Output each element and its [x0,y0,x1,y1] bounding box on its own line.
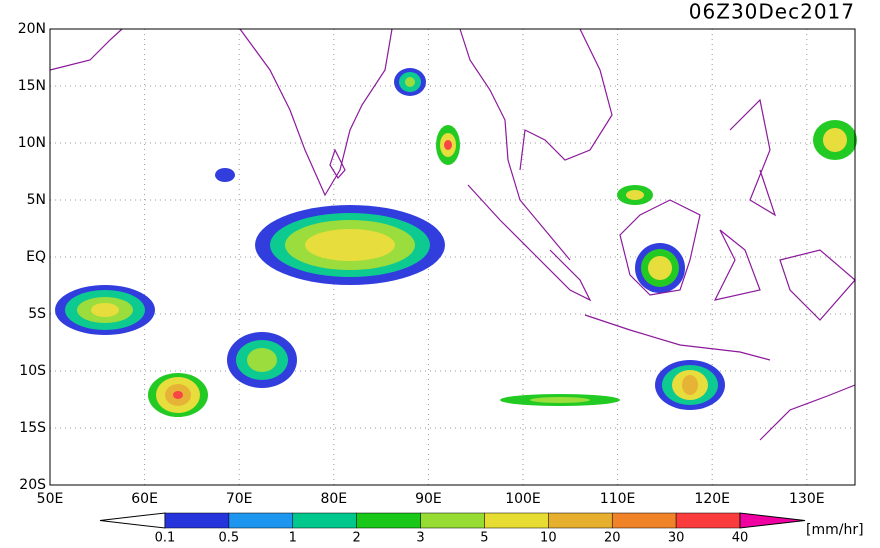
colorbar-box [611,512,677,529]
map-frame [49,28,856,486]
lon-label: 60E [131,491,158,507]
lat-label: 5S [28,306,46,322]
colorbar-label: 5 [480,531,488,545]
lon-label: 90E [415,491,442,507]
colorbar-box [356,512,421,529]
colorbar-low-triangle [99,512,166,529]
lat-label: 10N [18,135,46,151]
colorbar-box [420,512,485,529]
coastlines [49,28,856,441]
colorbar: 0.1 0.5 1 2 3 5 10 20 30 40 [99,512,806,546]
colorbar-box [228,512,294,529]
colorbar-box [675,512,741,529]
colorbar-label: 10 [540,531,557,545]
lat-label: 15N [18,78,46,94]
lon-label: 80E [320,491,347,507]
lat-label: EQ [26,249,46,265]
lat-label: 20S [19,477,46,493]
colorbar-label: 0.5 [219,531,240,545]
colorbar-unit: [mm/hr] [806,522,864,538]
colorbar-box [164,512,230,529]
colorbar-label: 0.1 [155,531,176,545]
lon-label: 120E [694,491,730,507]
lat-label: 20N [18,21,46,37]
colorbar-label: 1 [289,531,297,545]
colorbar-high-triangle [739,512,806,529]
colorbar-label: 30 [668,531,685,545]
colorbar-box [484,512,549,529]
lat-label: 10S [19,363,46,379]
grid [50,29,855,485]
colorbar-box [292,512,357,529]
colorbar-label: 40 [732,531,749,545]
lon-label: 70E [226,491,253,507]
lon-label: 50E [37,491,64,507]
lon-label: 100E [505,491,541,507]
lon-label: 110E [600,491,636,507]
rain-field [55,68,857,417]
lon-label: 130E [789,491,825,507]
colorbar-box [548,512,613,529]
lat-label: 15S [19,420,46,436]
colorbar-label: 3 [416,531,424,545]
lat-label: 5N [27,192,46,208]
colorbar-label: 20 [604,531,621,545]
map-title: 06Z30Dec2017 [689,0,855,24]
colorbar-label: 2 [353,531,361,545]
